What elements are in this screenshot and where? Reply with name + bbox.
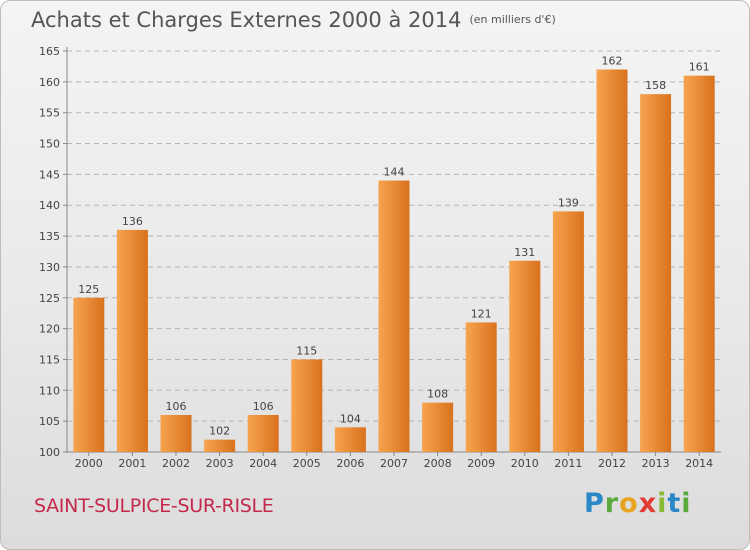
brand-letter: o: [619, 488, 639, 519]
value-labels: 125 2000 136 2001 106 2002 102 2003 106 2004 115 20…: [75, 55, 713, 470]
bar-2006: [334, 427, 366, 452]
location-name: SAINT-SULPICE-SUR-RISLE: [34, 495, 274, 517]
x-tick-label-2009: 2009: [467, 457, 495, 470]
brand-letter: r: [604, 488, 620, 519]
value-label-2007: 144: [384, 166, 405, 179]
bar-2001: [116, 229, 148, 452]
value-label-2006: 104: [340, 412, 361, 425]
bar-2003: [204, 439, 236, 452]
value-label-2001: 136: [122, 215, 143, 228]
bar-2013: [640, 94, 672, 452]
value-label-2013: 158: [645, 79, 666, 92]
x-tick-label-2003: 2003: [206, 457, 234, 470]
y-tick-label: 100: [39, 446, 60, 459]
brand-letter: t: [667, 488, 682, 519]
value-label-2003: 102: [209, 425, 230, 438]
value-label-2004: 106: [253, 400, 274, 413]
x-tick-label-2013: 2013: [642, 457, 670, 470]
bar-2014: [683, 75, 715, 452]
bar-2012: [596, 69, 628, 452]
bar-2000: [73, 297, 105, 452]
y-tick-label: 110: [39, 384, 60, 397]
x-tick-label-2006: 2006: [336, 457, 364, 470]
brand-logo: Proxiti: [584, 488, 692, 519]
bar-2005: [291, 359, 323, 452]
bars: [73, 69, 715, 453]
y-tick-label: 130: [39, 261, 60, 274]
y-tick-label: 150: [39, 138, 60, 151]
x-tick-label-2004: 2004: [249, 457, 277, 470]
brand-letter: x: [638, 488, 658, 519]
brand-letter: i: [657, 488, 668, 519]
bar-2008: [422, 402, 454, 452]
bar-2009: [465, 322, 497, 452]
x-tick-label-2001: 2001: [118, 457, 146, 470]
y-tick-label: 120: [39, 323, 60, 336]
value-label-2000: 125: [78, 283, 99, 296]
value-label-2012: 162: [602, 55, 623, 68]
x-tick-label-2014: 2014: [685, 457, 713, 470]
x-tick-label-2012: 2012: [598, 457, 626, 470]
value-label-2009: 121: [471, 307, 492, 320]
y-tick-label: 165: [39, 45, 60, 58]
x-tick-label-2011: 2011: [554, 457, 582, 470]
x-tick-label-2008: 2008: [424, 457, 452, 470]
x-tick-label-2007: 2007: [380, 457, 408, 470]
unit-label: (en milliers d'€): [469, 13, 556, 26]
y-tick-label: 125: [39, 292, 60, 305]
bar-2004: [247, 414, 279, 452]
y-tick-label: 155: [39, 107, 60, 120]
value-label-2005: 115: [296, 344, 317, 357]
y-tick-label: 105: [39, 415, 60, 428]
y-tick-label: 135: [39, 230, 60, 243]
brand-letter: P: [584, 488, 605, 519]
x-tick-label-2000: 2000: [75, 457, 103, 470]
bar-2002: [160, 414, 192, 452]
y-tick-label: 160: [39, 76, 60, 89]
x-tick-label-2002: 2002: [162, 457, 190, 470]
value-label-2011: 139: [558, 196, 579, 209]
bar-2010: [509, 260, 541, 452]
value-label-2008: 108: [427, 388, 448, 401]
x-tick-label-2005: 2005: [293, 457, 321, 470]
bar-2007: [378, 180, 410, 453]
y-tick-label: 145: [39, 168, 60, 181]
title-text: Achats et Charges Externes 2000 à 2014: [31, 8, 462, 32]
chart-title: Achats et Charges Externes 2000 à 2014 (e…: [31, 8, 556, 32]
value-label-2002: 106: [166, 400, 187, 413]
y-tick-label: 140: [39, 199, 60, 212]
bar-2011: [552, 211, 584, 452]
y-tick-label: 115: [39, 353, 60, 366]
value-label-2010: 131: [514, 246, 535, 259]
brand-letter: i: [681, 488, 692, 519]
x-tick-label-2010: 2010: [511, 457, 539, 470]
value-label-2014: 161: [689, 61, 710, 74]
